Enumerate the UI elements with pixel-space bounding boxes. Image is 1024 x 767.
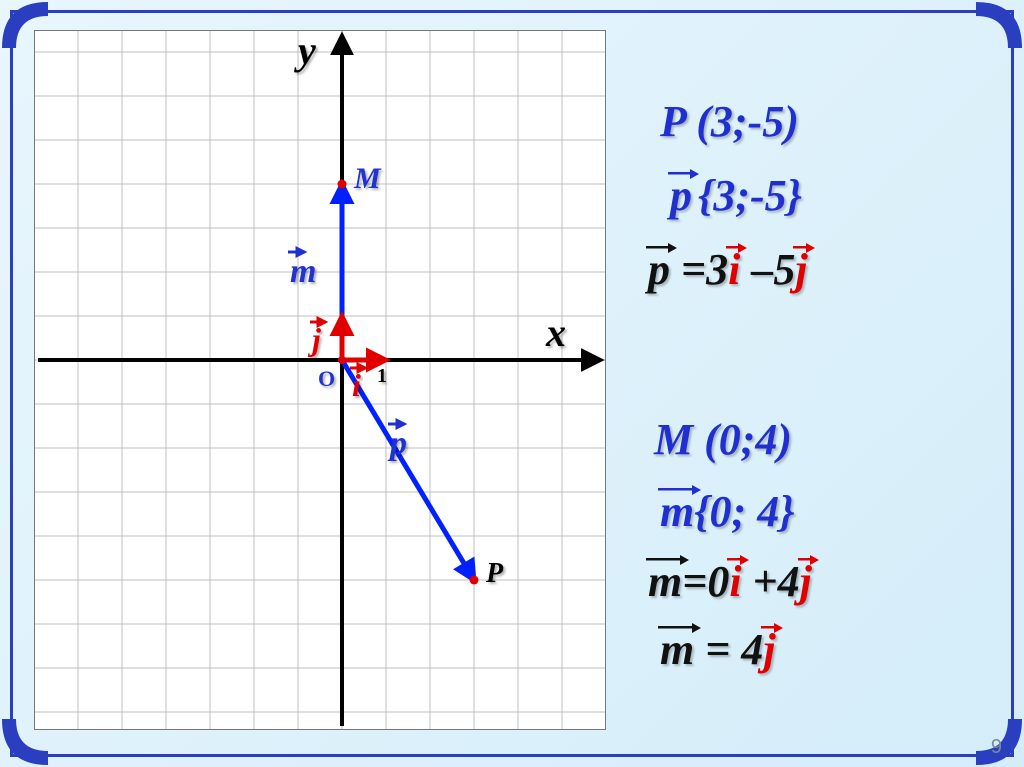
eq-vector-m-expand: m=0i +4j	[648, 556, 812, 607]
svg-text:M: M	[353, 162, 382, 195]
unit-i-symbol: i	[729, 556, 741, 607]
vector-m-braces: {0; 4}	[694, 487, 794, 536]
eq-vector-m-simplified: m = 4j	[660, 624, 776, 675]
unit-j-symbol: j	[763, 624, 775, 675]
svg-text:P: P	[485, 558, 504, 589]
eq-vector-p-expand: p =3i –5j	[648, 244, 808, 295]
point-M-letter: M	[654, 415, 704, 464]
vector-p-symbol: p	[648, 244, 670, 295]
svg-text:x: x	[545, 310, 566, 355]
coordinate-plot: xyO1MPmpij	[34, 30, 606, 730]
eq-vector-m-braces: m{0; 4}	[660, 486, 795, 537]
slide-number: 9	[991, 736, 1002, 759]
eq-text: 0	[707, 557, 729, 606]
vector-p-braces: {3;-5}	[698, 171, 802, 220]
eq-point-M: M (0;4)	[654, 414, 792, 465]
eq-text: = 4	[694, 625, 763, 674]
vector-m-symbol: m	[660, 486, 694, 537]
svg-text:y: y	[294, 30, 316, 73]
svg-text:m: m	[290, 253, 316, 290]
svg-text:O: O	[318, 366, 335, 391]
vector-p-symbol: p	[670, 170, 692, 221]
vector-m-symbol: m	[660, 624, 694, 675]
unit-i-symbol: i	[728, 244, 740, 295]
svg-text:i: i	[352, 367, 361, 403]
corner-ornament	[976, 2, 1022, 48]
point-P-coords: (3;-5)	[696, 97, 799, 146]
unit-j-symbol: j	[795, 244, 807, 295]
eq-vector-p-braces: p{3;-5}	[670, 170, 802, 221]
vector-m-symbol: m	[648, 556, 682, 607]
eq-point-P: P (3;-5)	[660, 96, 799, 147]
svg-text:p: p	[387, 425, 407, 462]
eq-text: 3	[706, 245, 728, 294]
point-M-coords: (0;4)	[704, 415, 792, 464]
svg-text:1: 1	[377, 365, 387, 387]
unit-j-symbol: j	[800, 556, 812, 607]
eq-text: –5	[740, 245, 795, 294]
point-P-letter: P	[660, 97, 696, 146]
eq-text: +4	[742, 557, 800, 606]
